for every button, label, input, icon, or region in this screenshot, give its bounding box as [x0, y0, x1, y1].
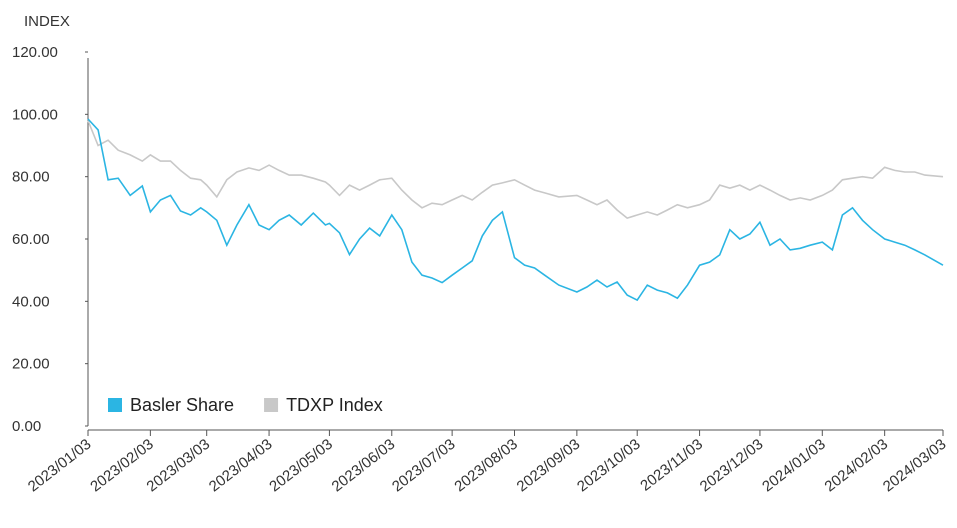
x-tick-label: 2023/11/03	[637, 436, 706, 495]
x-tick-label: 2023/12/03	[697, 436, 767, 496]
x-tick-label: 2023/09/03	[514, 436, 584, 496]
y-tick-label: 0.00	[12, 418, 41, 435]
x-tick-label: 2023/07/03	[389, 436, 459, 496]
x-tick-label: 2023/05/03	[266, 436, 336, 496]
legend-label: TDXP Index	[286, 395, 383, 415]
y-tick-label: 40.00	[12, 293, 50, 310]
x-tick-label: 2023/08/03	[451, 436, 521, 496]
x-tick-label: 2024/02/03	[821, 436, 891, 496]
legend-swatch	[264, 398, 279, 412]
x-tick-label: 2023/06/03	[329, 436, 399, 496]
y-tick-label: 20.00	[12, 356, 50, 373]
legend-label: Basler Share	[130, 395, 234, 415]
x-tick-label: 2024/01/03	[759, 436, 829, 496]
x-tick-label: 2023/10/03	[574, 436, 644, 496]
y-tick-label: 100.00	[12, 106, 58, 123]
x-tick-label: 2023/03/03	[144, 436, 214, 496]
y-tick-label: 60.00	[12, 231, 50, 248]
series-line	[87, 118, 944, 302]
x-tick-label: 2023/04/03	[206, 436, 276, 496]
y-tick-label: 120.00	[12, 44, 58, 61]
x-tick-label: 2024/03/03	[880, 436, 950, 496]
series-line	[87, 120, 944, 219]
y-axis-title: INDEX	[24, 13, 70, 30]
y-tick-label: 80.00	[12, 169, 50, 186]
x-tick-label: 2023/01/03	[25, 436, 95, 496]
legend-swatch	[108, 398, 122, 412]
